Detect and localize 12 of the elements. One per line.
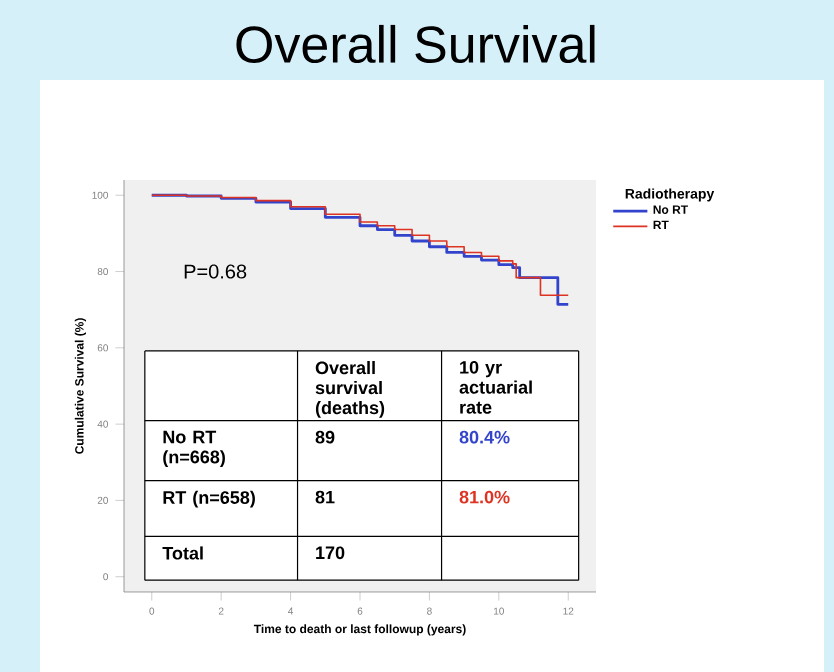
annotation: Overall survival (deaths): [315, 360, 385, 418]
annotation: 170: [316, 546, 345, 560]
chart-title: Overall Survival: [236, 24, 595, 64]
annotation: 80.4%: [459, 430, 510, 444]
annotation: 81: [315, 490, 335, 504]
annotation: No RT (n=668): [163, 430, 225, 467]
annotation: 89: [315, 430, 335, 444]
annotation: P=0.68: [184, 264, 247, 279]
annotation: Total: [162, 546, 203, 560]
annotation: 81.0%: [459, 490, 510, 504]
annotation: 10 yr actuarial rate: [459, 360, 532, 414]
annotation: RT (n=658): [163, 490, 255, 508]
